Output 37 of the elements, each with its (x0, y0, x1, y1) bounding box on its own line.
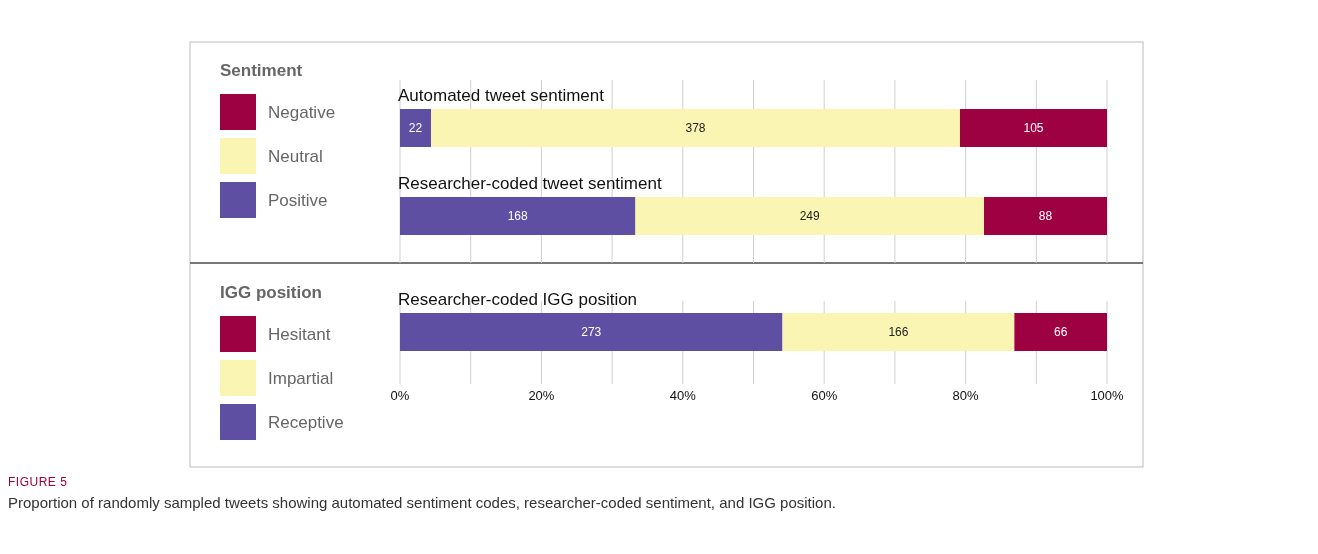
caption: FIGURE 5 (8, 475, 68, 489)
bar (983, 197, 1107, 235)
bar (1014, 313, 1107, 351)
bar (431, 109, 960, 147)
text: Proportion of randomly sampled tweets showing automated sentiment codes, researcher-coded sentiment, and IGG position. (8, 494, 836, 511)
legend-label: Receptive (268, 412, 344, 432)
bar (400, 109, 432, 147)
annotation: 166 (888, 325, 909, 340)
annotation: 378 (685, 121, 706, 136)
legend-label: Impartial (268, 368, 334, 388)
legend-label: Negative (268, 102, 336, 122)
annotation: 168 (507, 209, 529, 224)
legend-label: Neutral (268, 146, 323, 166)
x-tick-label: 60% (811, 388, 838, 403)
y-tick-label: Researcher-coded IGG position (398, 289, 638, 309)
annotation: 88 (1038, 209, 1053, 224)
bar (635, 197, 984, 235)
annotation: 66 (1054, 325, 1068, 340)
y-tick-label: Automated tweet sentiment (398, 85, 605, 105)
x-tick-label: 80% (952, 388, 980, 403)
annotation: 249 (799, 209, 821, 224)
annotation: 105 (1023, 121, 1044, 136)
x-tick-label: 0% (390, 388, 410, 403)
bar (959, 109, 1107, 147)
annotation: 22 (408, 121, 423, 136)
legend-title: IGG position (220, 283, 322, 302)
x-tick-label: 40% (669, 388, 697, 403)
legend-title: Sentiment (220, 61, 303, 80)
bar (400, 313, 783, 351)
bar (782, 313, 1015, 351)
x-tick-label: 100% (1090, 388, 1125, 403)
bar (400, 197, 636, 235)
legend-label: Positive (268, 190, 328, 210)
legend-label: Hesitant (268, 324, 331, 344)
annotation: 273 (581, 325, 602, 340)
x-tick-label: 20% (528, 388, 555, 403)
y-tick-label: Researcher-coded tweet sentiment (398, 173, 662, 193)
